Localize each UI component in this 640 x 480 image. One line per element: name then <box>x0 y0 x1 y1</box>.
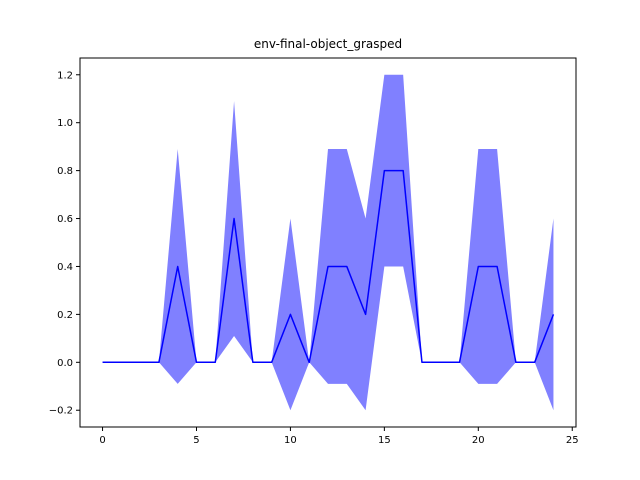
y-tick-label: 1.0 <box>57 118 73 129</box>
x-tick-label: 25 <box>566 435 579 446</box>
y-axis: −0.2 0.0 0.2 0.4 0.6 0.8 1.0 1.2 <box>49 70 80 417</box>
y-tick-label: 0.0 <box>57 358 73 369</box>
y-tick-label: 0.4 <box>57 262 73 273</box>
y-tick-label: 0.6 <box>57 214 73 225</box>
x-tick-label: 0 <box>99 435 105 446</box>
y-tick-label: 0.8 <box>57 166 73 177</box>
mean-line-layer <box>102 169 555 364</box>
confidence-band-0 <box>102 74 554 411</box>
x-tick-label: 20 <box>472 435 485 446</box>
x-axis: 0 5 10 15 20 25 <box>99 427 579 446</box>
mean-line-0 <box>102 169 555 364</box>
plot-frame <box>79 57 577 428</box>
y-tick-label: 0.2 <box>57 310 73 321</box>
y-tick-label: 1.2 <box>57 70 73 81</box>
chart-title: env-final-object_grasped <box>254 37 402 51</box>
x-tick-label: 5 <box>193 435 199 446</box>
x-tick-label: 15 <box>378 435 391 446</box>
x-tick-label: 10 <box>284 435 297 446</box>
confidence-band-layer <box>102 74 554 411</box>
y-tick-label: −0.2 <box>49 406 73 417</box>
